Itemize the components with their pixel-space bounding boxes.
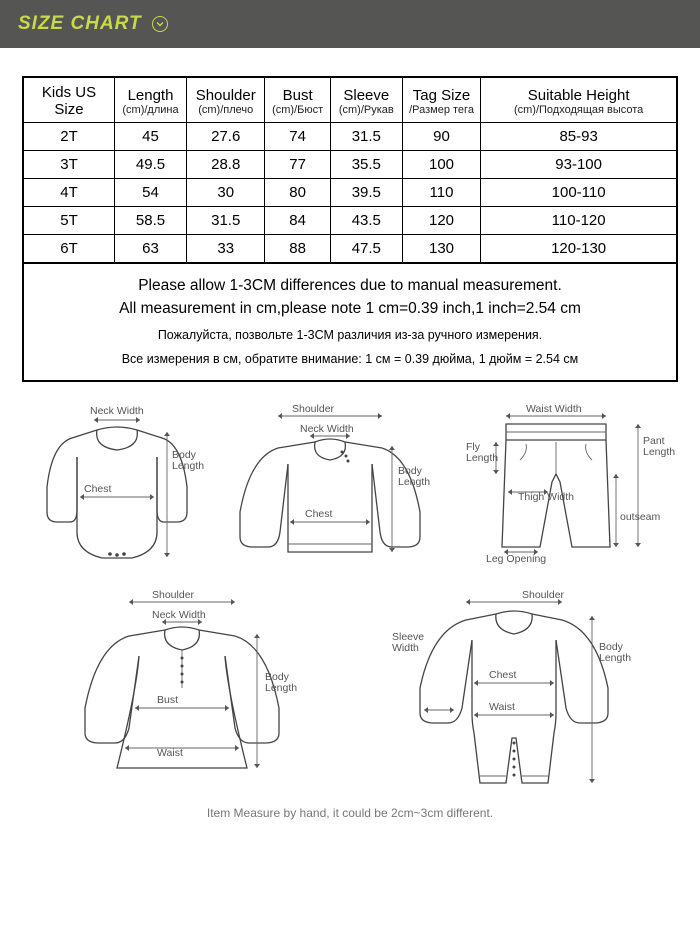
table-cell: 39.5 (330, 179, 402, 207)
svg-text:BodyLength: BodyLength (265, 671, 297, 694)
svg-text:Waist: Waist (489, 701, 515, 713)
table-cell: 54 (115, 179, 187, 207)
table-cell: 77 (265, 151, 330, 179)
note-line: All measurement in cm,please note 1 cm=0… (32, 297, 668, 320)
svg-text:BodyLength: BodyLength (599, 641, 631, 664)
table-cell: 49.5 (115, 151, 187, 179)
table-cell: 31.5 (186, 207, 264, 235)
svg-text:Shoulder: Shoulder (292, 403, 335, 415)
size-chart-table: Kids US Size Length(cm)/длина Shoulder(c… (22, 76, 678, 264)
svg-text:Waist Width: Waist Width (526, 403, 582, 415)
table-cell: 88 (265, 235, 330, 263)
table-cell: 5T (23, 207, 115, 235)
footer-note: Item Measure by hand, it could be 2cm~3c… (18, 806, 682, 820)
collapse-arrow-icon (152, 16, 168, 32)
note-line: Пожалуйста, позвольте 1-3СМ различия из-… (32, 326, 668, 344)
svg-text:BodyLength: BodyLength (398, 465, 430, 488)
svg-text:BodyLength: BodyLength (172, 449, 204, 472)
svg-text:PantLength: PantLength (643, 435, 675, 458)
diagram-pants: Waist Width FlyLength Thigh Width Leg Op… (448, 402, 678, 582)
svg-text:SleeveWidth: SleeveWidth (392, 631, 424, 654)
table-cell: 2T (23, 123, 115, 151)
table-row: 6T63338847.5130120-130 (23, 235, 677, 263)
table-cell: 27.6 (186, 123, 264, 151)
col-header: Kids US Size (26, 84, 112, 118)
table-cell: 110-120 (481, 207, 677, 235)
table-cell: 100 (402, 151, 480, 179)
col-header: Length (117, 87, 184, 104)
svg-text:Leg Opening: Leg Opening (486, 553, 546, 565)
table-cell: 4T (23, 179, 115, 207)
svg-text:Waist: Waist (157, 747, 183, 759)
table-cell: 3T (23, 151, 115, 179)
table-cell: 80 (265, 179, 330, 207)
diagram-dress: Shoulder Neck Width Bust Waist BodyLengt… (57, 588, 307, 788)
table-cell: 130 (402, 235, 480, 263)
table-cell: 90 (402, 123, 480, 151)
table-cell: 110 (402, 179, 480, 207)
table-cell: 33 (186, 235, 264, 263)
svg-text:Shoulder: Shoulder (152, 589, 195, 601)
table-cell: 45 (115, 123, 187, 151)
table-cell: 28.8 (186, 151, 264, 179)
svg-text:Neck Width: Neck Width (300, 423, 354, 435)
table-cell: 100-110 (481, 179, 677, 207)
table-row: 4T54308039.5110100-110 (23, 179, 677, 207)
table-cell: 120-130 (481, 235, 677, 263)
table-cell: 120 (402, 207, 480, 235)
svg-text:Neck Width: Neck Width (90, 405, 144, 417)
diagram-sweater: Shoulder Neck Width Chest BodyLength (220, 402, 440, 572)
size-chart-banner: SIZE CHART (0, 0, 700, 48)
svg-text:Bust: Bust (157, 694, 178, 706)
diagram-bodysuit: Neck Width Chest BodyLength (22, 402, 212, 572)
measurement-diagrams: Neck Width Chest BodyLength Shoulder Nec… (0, 392, 700, 820)
table-header-row: Kids US Size Length(cm)/длина Shoulder(c… (23, 77, 677, 123)
note-line: Все измерения в см, обратите внимание: 1… (32, 350, 668, 368)
col-header: Sleeve (333, 87, 400, 104)
table-row: 3T49.528.87735.510093-100 (23, 151, 677, 179)
size-table-container: Kids US Size Length(cm)/длина Shoulder(c… (0, 48, 700, 392)
measurement-notes: Please allow 1-3CM differences due to ma… (22, 264, 678, 383)
table-cell: 6T (23, 235, 115, 263)
table-cell: 47.5 (330, 235, 402, 263)
table-row: 5T58.531.58443.5120110-120 (23, 207, 677, 235)
table-cell: 30 (186, 179, 264, 207)
col-header: Bust (267, 87, 327, 104)
svg-text:FlyLength: FlyLength (466, 441, 498, 464)
table-cell: 31.5 (330, 123, 402, 151)
table-cell: 58.5 (115, 207, 187, 235)
table-row: 2T4527.67431.59085-93 (23, 123, 677, 151)
table-cell: 43.5 (330, 207, 402, 235)
svg-text:Chest: Chest (305, 508, 333, 520)
col-header: Shoulder (189, 87, 262, 104)
table-cell: 74 (265, 123, 330, 151)
svg-text:Chest: Chest (489, 669, 517, 681)
svg-text:Neck Width: Neck Width (152, 609, 206, 621)
table-cell: 35.5 (330, 151, 402, 179)
table-cell: 93-100 (481, 151, 677, 179)
col-header: Suitable Height (483, 87, 674, 104)
diagram-romper: Shoulder SleeveWidth Chest Waist BodyLen… (384, 588, 644, 798)
svg-text:Chest: Chest (84, 483, 112, 495)
note-line: Please allow 1-3CM differences due to ma… (32, 274, 668, 297)
svg-text:outseam: outseam (620, 511, 661, 523)
table-cell: 63 (115, 235, 187, 263)
table-cell: 85-93 (481, 123, 677, 151)
banner-title: SIZE CHART (18, 13, 142, 35)
col-header: Tag Size (405, 87, 478, 104)
table-cell: 84 (265, 207, 330, 235)
